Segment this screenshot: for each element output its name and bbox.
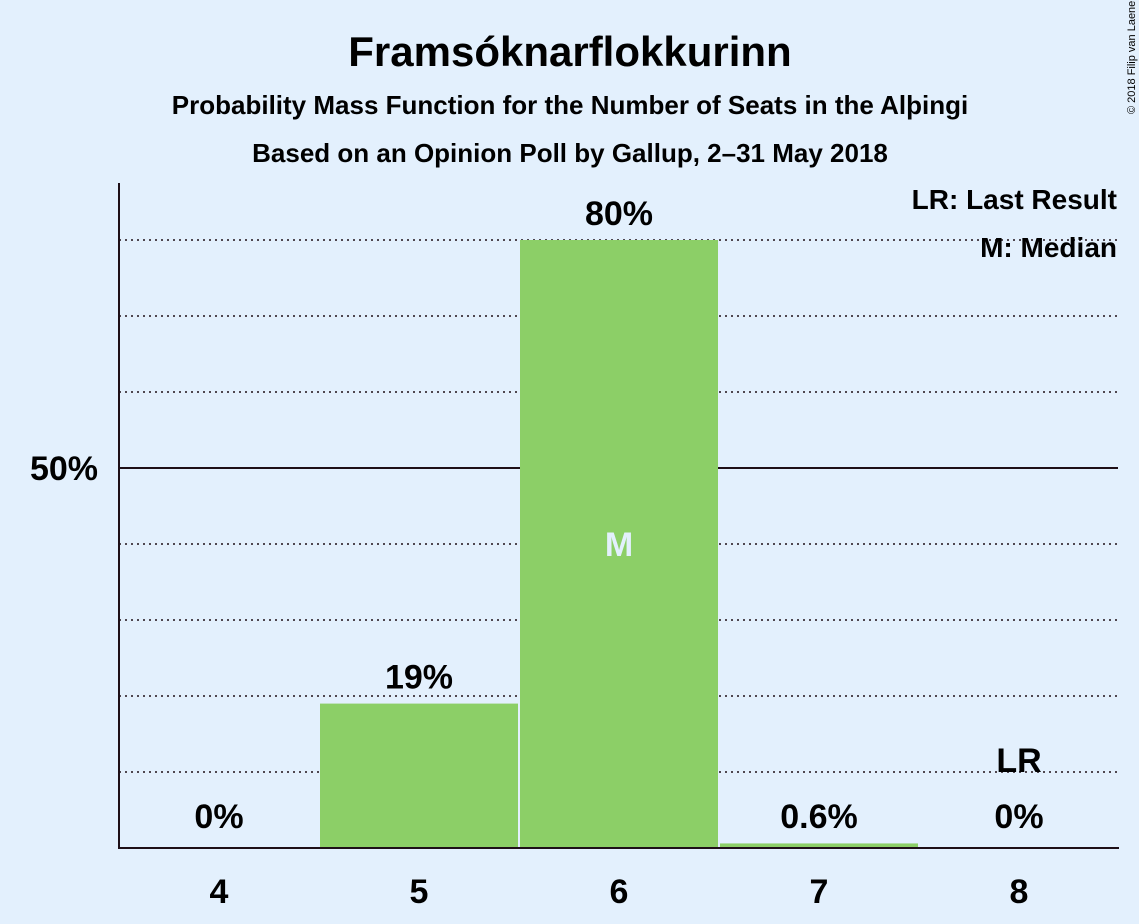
bar-6 — [520, 240, 718, 848]
x-tick-5: 5 — [410, 873, 429, 911]
y-tick-label: 50% — [30, 450, 98, 488]
chart-subtitle-source: Based on an Opinion Poll by Gallup, 2–31… — [252, 138, 888, 168]
bar-7 — [720, 843, 918, 848]
copyright-notice: © 2018 Filip van Laenen — [1126, 0, 1138, 114]
median-marker: M — [605, 526, 633, 564]
last-result-marker: LR — [996, 742, 1041, 780]
x-tick-8: 8 — [1010, 873, 1029, 911]
data-labels: 40%519%680%M70.6%80%LR — [194, 195, 1043, 911]
value-label-8: 0% — [994, 798, 1043, 836]
chart-title: Framsóknarflokkurinn — [348, 28, 791, 75]
legend-last-result: LR: Last Result — [912, 184, 1117, 215]
x-tick-7: 7 — [810, 873, 829, 911]
value-label-4: 0% — [194, 798, 243, 836]
value-label-7: 0.6% — [780, 798, 858, 836]
bars — [320, 240, 918, 848]
chart-subtitle: Probability Mass Function for the Number… — [172, 90, 968, 120]
value-label-5: 19% — [385, 659, 453, 697]
bar-5 — [320, 703, 518, 848]
x-tick-6: 6 — [610, 873, 629, 911]
legend-median: M: Median — [980, 232, 1117, 263]
value-label-6: 80% — [585, 195, 653, 233]
x-tick-4: 4 — [210, 873, 229, 911]
